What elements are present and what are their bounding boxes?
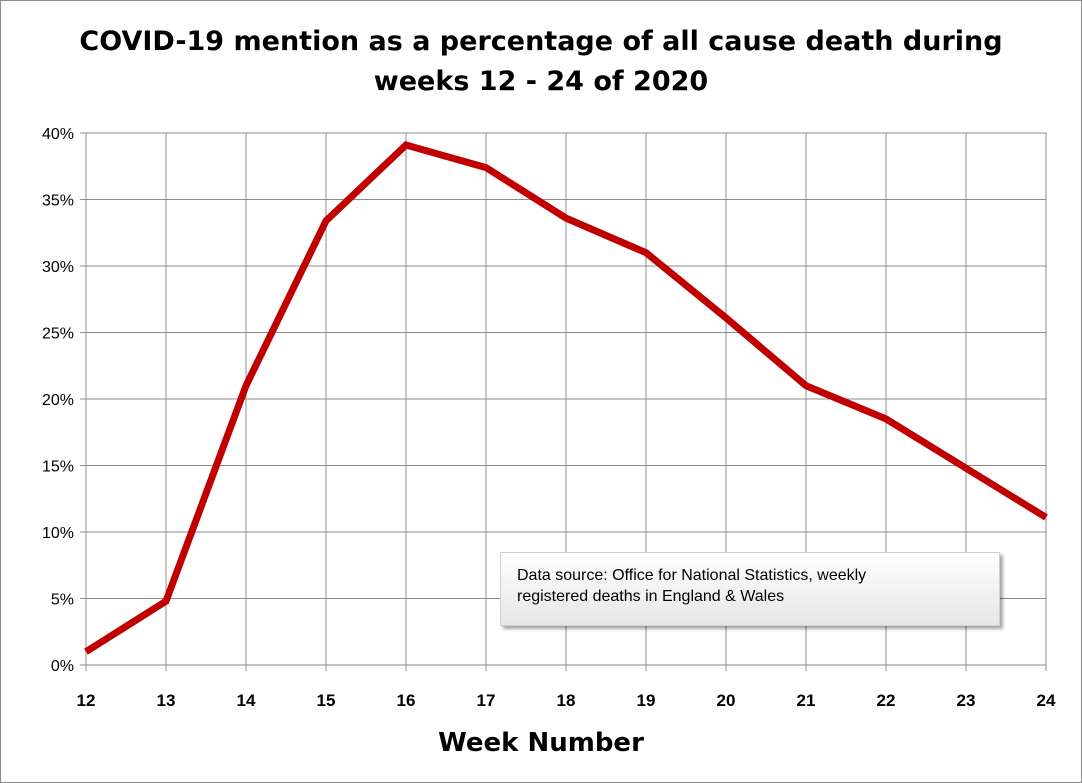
x-tick-label: 16 bbox=[397, 691, 416, 710]
annotation-line-2: registered deaths in England & Wales bbox=[517, 588, 785, 605]
x-axis-label: Week Number bbox=[438, 728, 644, 758]
x-tick-label: 15 bbox=[317, 691, 336, 710]
data-source-annotation: Data source: Office for National Statist… bbox=[500, 552, 1000, 626]
y-axis-ticks: 0% 5% 10% 15% 20% 25% 30% 35% 40% bbox=[42, 126, 74, 675]
y-tick-label: 25% bbox=[42, 326, 74, 343]
y-tick-label: 40% bbox=[42, 126, 74, 143]
annotation-line-1: Data source: Office for National Statist… bbox=[517, 567, 867, 584]
plot-area bbox=[85, 132, 1047, 666]
x-tick-label: 24 bbox=[1037, 691, 1056, 710]
y-tick-label: 5% bbox=[51, 592, 74, 609]
y-tick-label: 30% bbox=[42, 259, 74, 276]
x-tick-label: 22 bbox=[877, 691, 896, 710]
x-tick-label: 18 bbox=[557, 691, 576, 710]
x-tick-label: 17 bbox=[477, 691, 496, 710]
x-tick-label: 19 bbox=[637, 691, 656, 710]
chart-title-line-2: weeks 12 - 24 of 2020 bbox=[373, 66, 709, 97]
y-tick-label: 35% bbox=[42, 193, 74, 210]
y-tick-label: 10% bbox=[42, 525, 74, 542]
chart-title: COVID-19 mention as a percentage of all … bbox=[0, 22, 1082, 102]
chart-title-line-1: COVID-19 mention as a percentage of all … bbox=[79, 26, 1003, 57]
x-axis-ticks: 12 13 14 15 16 17 18 19 20 21 22 23 24 bbox=[77, 691, 1056, 710]
x-tick-label: 20 bbox=[717, 691, 736, 710]
x-tick-label: 13 bbox=[157, 691, 176, 710]
y-tick-label: 15% bbox=[42, 459, 74, 476]
x-tick-label: 14 bbox=[237, 691, 256, 710]
series-line-covid-mention bbox=[84, 141, 1048, 655]
y-tick-label: 20% bbox=[42, 392, 74, 409]
x-tick-label: 21 bbox=[797, 691, 816, 710]
x-tick-label: 12 bbox=[77, 691, 96, 710]
y-tick-label: 0% bbox=[51, 658, 74, 675]
x-tick-label: 23 bbox=[957, 691, 976, 710]
